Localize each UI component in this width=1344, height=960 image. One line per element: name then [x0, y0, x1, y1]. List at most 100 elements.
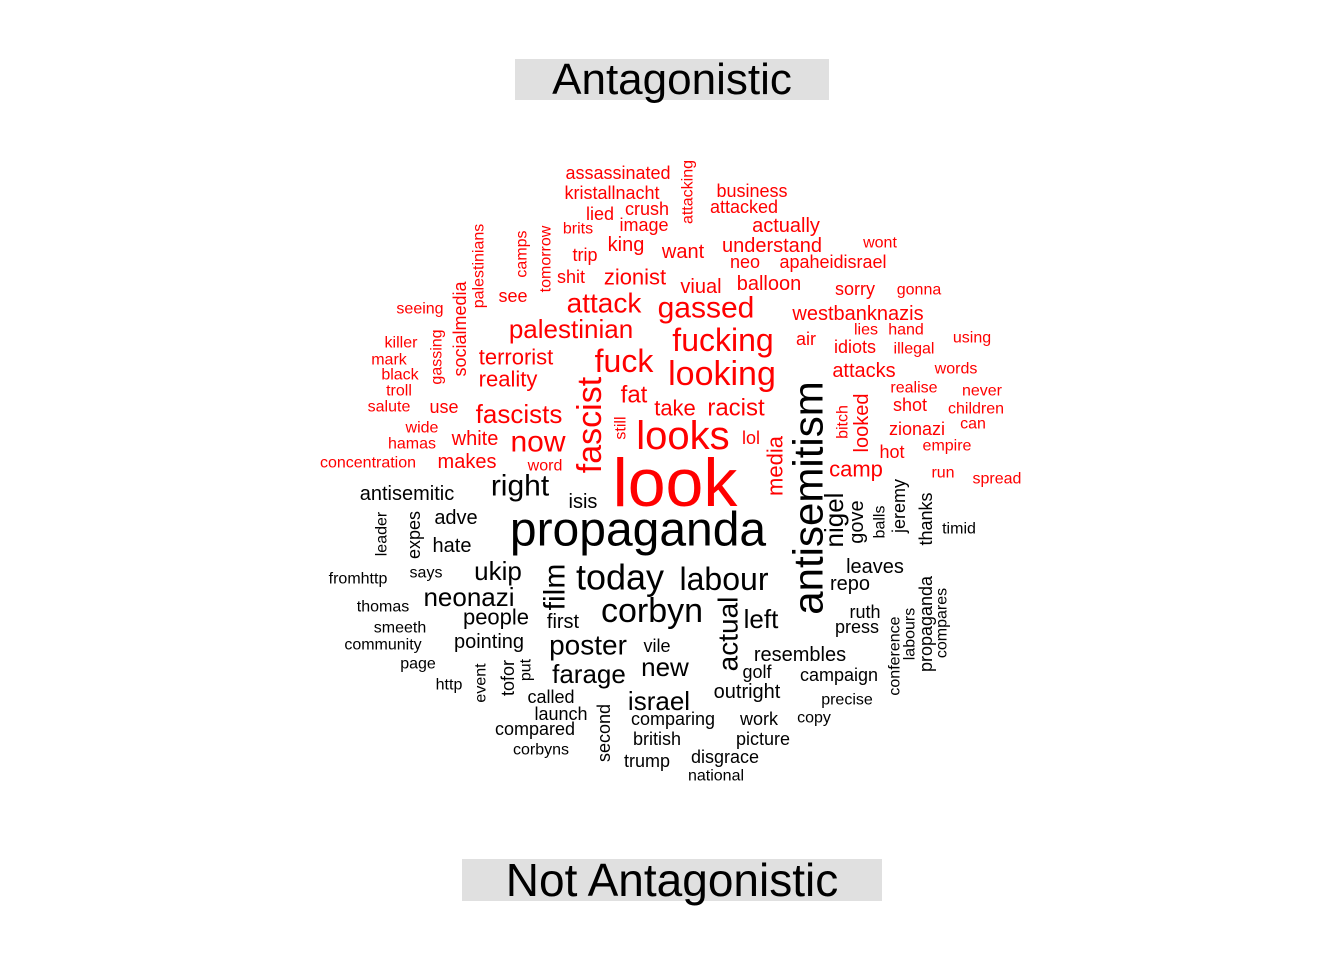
word-compares: compares — [934, 588, 951, 658]
word-second: second — [594, 704, 614, 762]
word-camps: camps — [514, 230, 531, 277]
word-assassinated: assassinated — [565, 163, 670, 183]
word-ruth: ruth — [849, 602, 880, 622]
word-looking: looking — [668, 355, 776, 393]
word-idiots: idiots — [834, 337, 876, 357]
word-see: see — [498, 286, 527, 306]
word-using: using — [953, 330, 991, 347]
word-pointing: pointing — [454, 631, 524, 653]
word-campaign: campaign — [800, 665, 878, 685]
word-vile: vile — [643, 636, 670, 656]
word-viual: viual — [680, 276, 721, 298]
word-community: community — [344, 637, 421, 654]
word-still: still — [613, 416, 630, 439]
word-gassing: gassing — [429, 329, 446, 384]
word-outright: outright — [714, 681, 781, 703]
word-comparing: comparing — [631, 709, 715, 729]
word-attack: attack — [567, 288, 643, 319]
word-work: work — [739, 709, 779, 729]
word-look: look — [613, 445, 739, 521]
word-illegal: illegal — [894, 341, 935, 358]
word-never: never — [962, 383, 1003, 400]
word-kristallnacht: kristallnacht — [564, 183, 659, 203]
word-right: right — [491, 470, 550, 503]
word-attacks: attacks — [832, 360, 895, 382]
word-golf: golf — [742, 662, 772, 682]
word-fascist: fascist — [571, 376, 609, 473]
word-terrorist: terrorist — [479, 345, 554, 370]
word-actually: actually — [752, 215, 820, 237]
word-word: word — [527, 458, 563, 475]
word-labours: labours — [902, 608, 919, 660]
word-seeing: seeing — [396, 301, 443, 318]
word-gassed: gassed — [658, 292, 755, 325]
word-trump: trump — [624, 751, 670, 771]
word-called: called — [527, 687, 574, 707]
word-picture: picture — [736, 729, 790, 749]
word-wont: wont — [862, 235, 897, 252]
word-repo: repo — [830, 573, 870, 595]
word-event: event — [473, 663, 490, 703]
word-black: black — [381, 367, 419, 384]
word-corbyns: corbyns — [513, 742, 569, 759]
word-understand: understand — [722, 235, 822, 257]
word-labour: labour — [680, 561, 769, 597]
word-british: british — [633, 729, 681, 749]
word-apaheidisrael: apaheidisrael — [779, 252, 886, 272]
word-antisemitism: antisemitism — [785, 381, 832, 614]
word-bitch: bitch — [835, 405, 852, 439]
word-troll: troll — [386, 383, 412, 400]
word-hamas: hamas — [388, 436, 436, 453]
word-sorry: sorry — [835, 279, 875, 299]
word-lol: lol — [742, 428, 760, 448]
word-corbyn: corbyn — [601, 592, 703, 630]
word-leader: leader — [374, 511, 391, 556]
word-thomas: thomas — [357, 599, 409, 616]
word-now: now — [510, 426, 565, 459]
word-westbanknazis: westbanknazis — [791, 303, 923, 325]
word-media: media — [763, 435, 788, 496]
word-israel: israel — [628, 686, 690, 716]
word-attacked: attacked — [710, 197, 778, 217]
word-zionazi: zionazi — [889, 419, 945, 439]
word-attacking: attacking — [680, 160, 697, 224]
word-children: children — [948, 401, 1004, 418]
word-neonazi: neonazi — [423, 582, 514, 612]
group-label-antagonistic: Antagonistic — [515, 57, 829, 101]
word-white: white — [451, 428, 499, 450]
word-gove: gove — [846, 500, 868, 543]
word-zionist: zionist — [604, 265, 666, 290]
word-first: first — [547, 611, 580, 633]
word-want: want — [661, 241, 705, 263]
word-thanks: thanks — [916, 492, 936, 545]
word-brits: brits — [563, 221, 593, 238]
word-smeeth: smeeth — [374, 620, 426, 637]
word-fat: fat — [621, 382, 648, 409]
word-socialmedia: socialmedia — [450, 280, 470, 376]
word-tomorrow: tomorrow — [538, 225, 555, 292]
word-shot: shot — [893, 395, 927, 415]
word-says: says — [410, 565, 443, 582]
word-fascists: fascists — [476, 399, 563, 429]
word-antisemitic: antisemitic — [360, 483, 454, 505]
word-tofor: tofor — [498, 660, 518, 696]
word-realise: realise — [890, 380, 937, 397]
word-words: words — [934, 361, 978, 378]
word-image: image — [619, 215, 668, 235]
word-lied: lied — [586, 204, 614, 224]
word-page: page — [400, 656, 436, 673]
word-film: film — [539, 564, 572, 611]
word-left: left — [744, 604, 779, 634]
word-concentration: concentration — [320, 455, 416, 472]
word-conference: conference — [887, 616, 904, 695]
word-copy: copy — [797, 710, 831, 727]
word-nigel: nigel — [819, 493, 849, 548]
word-palestinian: palestinian — [509, 314, 633, 344]
word-precise: precise — [821, 692, 873, 709]
word-run: run — [931, 465, 954, 482]
word-shit: shit — [557, 267, 585, 287]
word-press: press — [835, 617, 879, 637]
word-national: national — [688, 768, 744, 785]
word-makes: makes — [438, 451, 497, 473]
